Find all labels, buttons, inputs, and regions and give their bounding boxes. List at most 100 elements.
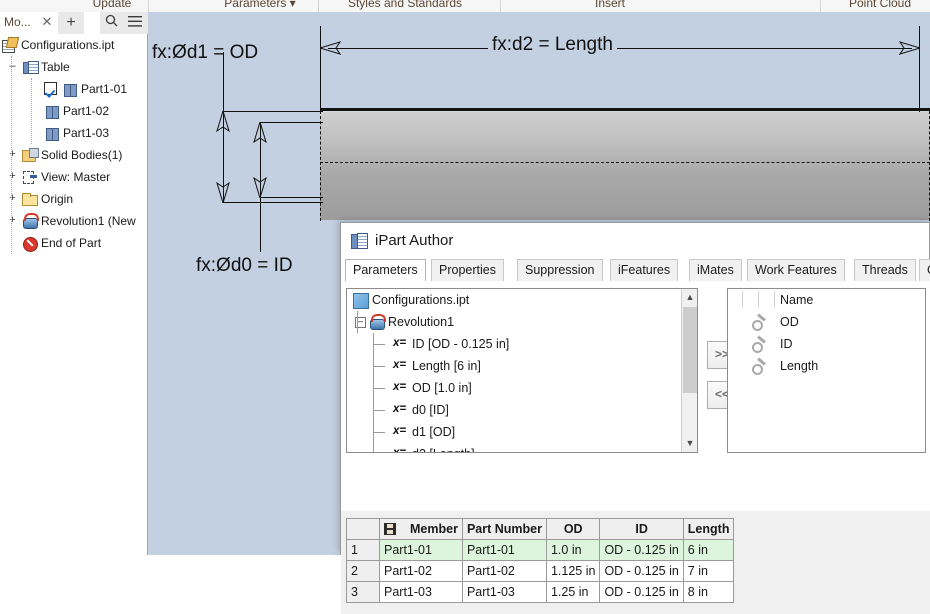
tree-connector bbox=[373, 410, 385, 411]
ribbon-panel-4[interactable]: Point Cloud bbox=[848, 0, 912, 10]
expand-icon[interactable]: + bbox=[9, 214, 16, 226]
ipart-author-dialog[interactable]: iPart Author Parameters Properties Suppres… bbox=[340, 222, 930, 614]
tree-item-end-of-part[interactable]: End of Part bbox=[0, 232, 147, 254]
tab-properties[interactable]: Properties bbox=[431, 259, 504, 281]
tree-connector bbox=[373, 432, 385, 433]
table-header-length[interactable]: Length bbox=[682, 518, 735, 540]
table-cell-id[interactable]: OD - 0.125 in bbox=[599, 539, 684, 561]
part-top-edge bbox=[320, 108, 930, 111]
table-header-od[interactable]: OD bbox=[545, 518, 601, 540]
scroll-up-icon[interactable]: ▲ bbox=[685, 292, 695, 302]
table-cell-part-number[interactable]: Part1-03 bbox=[461, 581, 547, 603]
tab-threads[interactable]: Threads bbox=[854, 259, 916, 281]
browser-tab-model[interactable]: Mo... bbox=[4, 15, 31, 29]
member-list-item[interactable]: Length bbox=[728, 355, 925, 377]
member-list-item[interactable]: OD bbox=[728, 311, 925, 333]
table-row[interactable]: 3 Part1-03 Part1-03 1.25 in OD - 0.125 in 8 i… bbox=[346, 581, 735, 603]
tree-item-part1-03[interactable]: Part1-03 bbox=[0, 122, 147, 144]
param-tree-label: Revolution1 bbox=[388, 315, 455, 329]
table-cell-od[interactable]: 1.125 in bbox=[545, 560, 601, 582]
member-list-rows: OD ID Length bbox=[728, 311, 925, 377]
ribbon-panel-1[interactable]: Parameters ▾ bbox=[224, 0, 296, 10]
dialog-title: iPart Author bbox=[375, 232, 454, 249]
id-dim-line bbox=[260, 122, 261, 252]
tree-item-revolution1-new[interactable]: + Revolution1 (New bbox=[0, 210, 147, 232]
parameter-tree[interactable]: Configurations.ipt – Revolution1 x= ID [OD -… bbox=[346, 288, 698, 453]
table-cell-id[interactable]: OD - 0.125 in bbox=[599, 581, 684, 603]
table-header-part-number[interactable]: Part Number bbox=[461, 518, 547, 540]
table-header-id[interactable]: ID bbox=[599, 518, 684, 540]
scrollbar-thumb[interactable] bbox=[683, 307, 697, 393]
expand-icon[interactable]: + bbox=[9, 192, 16, 204]
table-cell-length[interactable]: 7 in bbox=[682, 560, 735, 582]
param-tree-item[interactable]: – Revolution1 bbox=[347, 311, 697, 333]
ipart-table[interactable]: Member Part Number OD ID Length 1 Part1-01 Par… bbox=[346, 518, 776, 603]
scroll-down-icon[interactable]: ▼ bbox=[685, 438, 695, 448]
tree-item-part1-02[interactable]: Part1-02 bbox=[0, 100, 147, 122]
collapse-icon[interactable]: – bbox=[355, 317, 366, 328]
table-cell-part-number[interactable]: Part1-01 bbox=[461, 539, 547, 561]
tab-ifeatures[interactable]: iFeatures bbox=[610, 259, 679, 281]
tab-other[interactable]: Other bbox=[919, 259, 930, 281]
tree-item-configurations-ipt[interactable]: Configurations.ipt bbox=[0, 34, 147, 56]
id-dimension-label[interactable]: fx:Ød0 = ID bbox=[196, 255, 293, 276]
table-cell-index[interactable]: 3 bbox=[346, 581, 380, 603]
revolved-part-body[interactable] bbox=[320, 112, 930, 220]
od-dimension-label[interactable]: fx:Ød1 = OD bbox=[152, 42, 259, 63]
tree-item-solid-bodies-1[interactable]: + Solid Bodies(1) bbox=[0, 144, 147, 166]
add-tab-icon[interactable]: + bbox=[58, 12, 84, 34]
ribbon-panel-3[interactable]: Insert bbox=[594, 0, 625, 10]
table-cell-id[interactable]: OD - 0.125 in bbox=[599, 560, 684, 582]
document-icon bbox=[353, 293, 369, 309]
parameter-tree-scrollbar[interactable]: ▲ ▼ bbox=[681, 289, 697, 452]
tab-parameters[interactable]: Parameters bbox=[345, 259, 426, 281]
tree-item-table[interactable]: – Table bbox=[0, 56, 147, 78]
length-arrow-right bbox=[898, 41, 920, 55]
table-cell-index[interactable]: 1 bbox=[346, 539, 380, 561]
collapse-icon[interactable]: – bbox=[9, 60, 16, 72]
table-row[interactable]: 1 Part1-01 Part1-01 1.0 in OD - 0.125 in 6 in bbox=[346, 539, 735, 561]
param-tree-item[interactable]: x= d0 [ID] bbox=[347, 399, 697, 421]
browser-tab-bar: Mo... ✕ + bbox=[0, 12, 148, 34]
table-cell-part-number[interactable]: Part1-02 bbox=[461, 560, 547, 582]
expand-icon[interactable]: + bbox=[9, 148, 16, 160]
tree-item-part1-01[interactable]: Part1-01 bbox=[0, 78, 147, 100]
tree-item-view-master[interactable]: + View: Master bbox=[0, 166, 147, 188]
ribbon-panel-2[interactable]: Styles and Standards bbox=[347, 0, 463, 10]
tree-item-origin[interactable]: + Origin bbox=[0, 188, 147, 210]
table-cell-od[interactable]: 1.25 in bbox=[545, 581, 601, 603]
hamburger-icon[interactable] bbox=[122, 12, 148, 34]
member-list-item[interactable]: ID bbox=[728, 333, 925, 355]
param-tree-item[interactable]: x= d1 [OD] bbox=[347, 421, 697, 443]
member-checkbox[interactable] bbox=[44, 82, 57, 95]
tab-work-features[interactable]: Work Features bbox=[747, 259, 845, 281]
ribbon-panel-0[interactable]: Update bbox=[92, 0, 132, 10]
table-header-index[interactable] bbox=[346, 518, 380, 540]
parameters-pane: Configurations.ipt – Revolution1 x= ID [OD -… bbox=[341, 281, 930, 614]
table-cell-member[interactable]: Part1-03 bbox=[379, 581, 463, 603]
tab-suppression[interactable]: Suppression bbox=[517, 259, 603, 281]
search-icon[interactable] bbox=[100, 12, 122, 34]
close-icon[interactable]: ✕ bbox=[41, 14, 53, 29]
length-dimension-label[interactable]: fx:d2 = Length bbox=[488, 34, 617, 56]
table-row[interactable]: 2 Part1-02 Part1-02 1.125 in OD - 0.125 in 7 … bbox=[346, 560, 735, 582]
tree-connector bbox=[357, 311, 358, 333]
param-tree-item[interactable]: x= Length [6 in] bbox=[347, 355, 697, 377]
dialog-tab-strip: Parameters Properties Suppression iFeatures… bbox=[341, 259, 930, 282]
member-parameter-list[interactable]: Name OD ID Length bbox=[727, 288, 926, 453]
tree-item-label: Origin bbox=[41, 192, 74, 206]
table-cell-length[interactable]: 6 in bbox=[682, 539, 735, 561]
tab-imates[interactable]: iMates bbox=[689, 259, 742, 281]
table-cell-index[interactable]: 2 bbox=[346, 560, 380, 582]
expand-icon[interactable]: + bbox=[9, 170, 16, 182]
table-cell-length[interactable]: 8 in bbox=[682, 581, 735, 603]
param-tree-item[interactable]: Configurations.ipt bbox=[347, 289, 697, 311]
param-tree-item[interactable]: x= ID [OD - 0.125 in] bbox=[347, 333, 697, 355]
table-cell-member[interactable]: Part1-02 bbox=[379, 560, 463, 582]
table-cell-od[interactable]: 1.0 in bbox=[545, 539, 601, 561]
table-header-member[interactable]: Member bbox=[379, 518, 463, 540]
table-cell-member[interactable]: Part1-01 bbox=[379, 539, 463, 561]
param-tree-item[interactable]: x= d2 [Length] bbox=[347, 443, 697, 452]
id-arrow-top bbox=[253, 122, 267, 144]
param-tree-item[interactable]: x= OD [1.0 in] bbox=[347, 377, 697, 399]
